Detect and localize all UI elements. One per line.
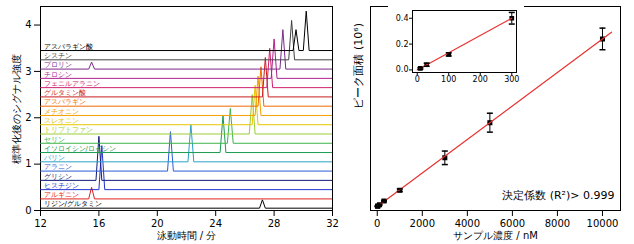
svg-text:32: 32: [326, 218, 339, 229]
svg-text:0: 0: [25, 205, 31, 216]
svg-text:バリン: バリン: [43, 154, 65, 162]
svg-text:決定係数 (R²)> 0.999: 決定係数 (R²)> 0.999: [502, 189, 614, 202]
svg-text:100: 100: [441, 75, 456, 84]
svg-text:チロシン: チロシン: [44, 71, 72, 79]
svg-text:8000: 8000: [545, 218, 570, 229]
svg-text:プロリン: プロリン: [44, 61, 72, 69]
svg-text:3: 3: [25, 66, 31, 77]
svg-text:トリプトファン: トリプトファン: [44, 126, 93, 134]
svg-text:スレオニン: スレオニン: [44, 117, 79, 125]
svg-text:サンプル濃度 / nM: サンプル濃度 / nM: [453, 230, 538, 241]
svg-text:ピーク面積 (10⁶): ピーク面積 (10⁶): [352, 23, 365, 109]
svg-text:0.2: 0.2: [396, 40, 409, 49]
svg-text:2000: 2000: [410, 218, 435, 229]
svg-text:16: 16: [93, 218, 106, 229]
svg-text:2: 2: [25, 112, 31, 123]
svg-text:1: 1: [25, 158, 31, 169]
svg-text:4: 4: [25, 19, 31, 30]
svg-text:イソロイシン/ロイシン: イソロイシン/ロイシン: [44, 145, 116, 153]
svg-text:アスパラギン酸: アスパラギン酸: [44, 43, 93, 51]
svg-text:0: 0: [415, 75, 420, 84]
svg-text:アスパラギン: アスパラギン: [44, 98, 86, 106]
svg-text:28: 28: [268, 218, 281, 229]
svg-text:アルギニン: アルギニン: [44, 191, 79, 199]
svg-text:リジン/グルタミン: リジン/グルタミン: [44, 200, 102, 208]
svg-text:標準化後のシグナル強度: 標準化後のシグナル強度: [11, 54, 22, 164]
svg-text:アラニン: アラニン: [44, 163, 72, 171]
svg-text:24: 24: [209, 218, 222, 229]
svg-text:セリン: セリン: [44, 136, 65, 144]
svg-text:300: 300: [504, 75, 519, 84]
svg-text:泳動時間 / 分: 泳動時間 / 分: [157, 230, 217, 241]
svg-text:0.4: 0.4: [396, 14, 409, 23]
svg-text:20: 20: [151, 218, 164, 229]
svg-text:グルタミン酸: グルタミン酸: [44, 89, 86, 97]
svg-text:0.0: 0.0: [396, 65, 409, 74]
svg-text:フェニルアラニン: フェニルアラニン: [44, 80, 100, 88]
svg-text:200: 200: [473, 75, 488, 84]
svg-text:12: 12: [34, 218, 47, 229]
svg-text:メチオニン: メチオニン: [44, 108, 79, 116]
svg-text:6000: 6000: [500, 218, 525, 229]
svg-text:グリシン: グリシン: [44, 173, 72, 181]
svg-text:ヒスチジン: ヒスチジン: [44, 182, 79, 190]
svg-text:10000: 10000: [587, 218, 619, 229]
svg-text:4000: 4000: [455, 218, 480, 229]
svg-text:シスチン: シスチン: [44, 52, 72, 60]
svg-text:0: 0: [374, 218, 380, 229]
